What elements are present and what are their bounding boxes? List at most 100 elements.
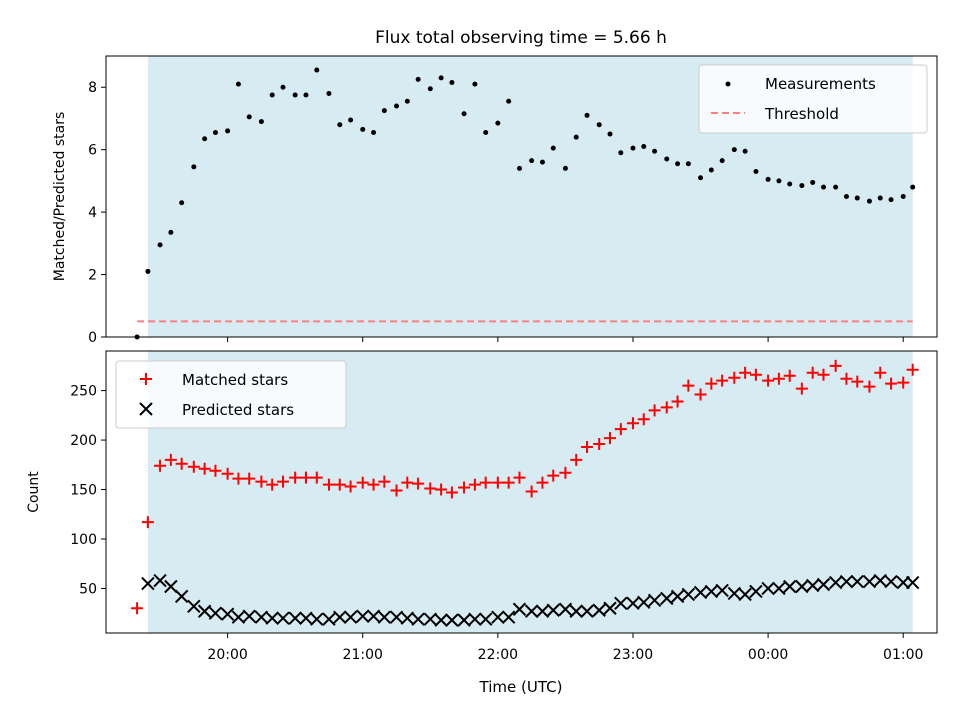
top-ytick-label: 4 [88, 205, 97, 221]
matched-star-point [344, 480, 357, 493]
measurement-point [810, 179, 816, 185]
matched-star-point [863, 380, 876, 393]
predicted-star-point [816, 577, 831, 592]
predicted-star-point [603, 601, 617, 615]
matched-star-point [840, 372, 853, 385]
predicted-star-point [637, 595, 651, 610]
predicted-star-point [299, 611, 313, 625]
predicted-star-point [153, 573, 167, 588]
matched-star-point [164, 453, 177, 466]
matched-star-point [906, 363, 919, 376]
matched-star-point [232, 472, 245, 485]
measurement-point [833, 184, 839, 190]
x-tick-label: 00:00 [748, 647, 788, 663]
predicted-star-point [254, 610, 269, 624]
matched-star-point [289, 471, 302, 484]
matched-star-point [682, 379, 695, 392]
matched-star-point [671, 395, 684, 408]
bottom-ytick-label: 200 [70, 433, 97, 449]
predicted-star-point [377, 610, 392, 624]
bottom-ytick-label: 250 [70, 384, 97, 400]
bottom-y-axis: 50 100 150 200 250 [70, 384, 106, 597]
x-tick-label: 20:00 [207, 647, 247, 663]
predicted-star-point [400, 611, 415, 625]
matched-star-point [817, 368, 830, 381]
bottom-x-axis: 20:00 21:00 22:00 23:00 00:00 01:00 [207, 633, 923, 663]
predicted-star-point [569, 604, 583, 618]
measurement-point [225, 128, 231, 134]
matched-star-point [299, 471, 312, 484]
predicted-star-point [738, 587, 752, 602]
measurement-point [630, 145, 636, 151]
matched-star-point [593, 438, 606, 451]
bottom-ytick-label: 150 [70, 483, 97, 499]
predicted-star-point [862, 574, 877, 589]
predicted-star-point [220, 607, 235, 621]
measurement-point [472, 81, 478, 87]
measurement-point [664, 156, 670, 162]
predicted-star-point [276, 611, 290, 625]
predicted-star-point [356, 609, 370, 623]
predicted-star-point [873, 573, 887, 588]
measurement-point [348, 117, 354, 123]
measurement-point [212, 129, 218, 135]
predicted-star-point [772, 581, 786, 596]
predicted-star-point [501, 610, 516, 624]
predicted-star-point [389, 610, 404, 624]
predicted-star-point [457, 613, 471, 627]
matched-star-point [479, 476, 492, 489]
predicted-star-point [288, 611, 302, 625]
measurement-point [394, 103, 400, 109]
matched-star-point [626, 417, 639, 430]
measurement-point [731, 147, 737, 153]
predicted-star-point [828, 575, 843, 590]
matched-star-point [502, 476, 515, 489]
measurement-point [641, 144, 647, 150]
matched-star-point [806, 366, 819, 379]
measurement-point [280, 84, 286, 90]
measurement-point [910, 184, 916, 190]
matched-star-point [762, 374, 775, 387]
matched-star-point [885, 377, 898, 390]
predicted-star-point [805, 578, 820, 593]
measurement-point [888, 197, 894, 203]
bottom-plot-frame [105, 350, 938, 634]
matched-star-point [559, 466, 572, 479]
matched-star-point [458, 481, 471, 494]
matched-star-point [705, 377, 718, 390]
matched-star-point [874, 366, 887, 379]
matched-star-point [255, 475, 268, 488]
matched-star-point [694, 388, 707, 401]
measurement-point [698, 175, 704, 181]
matched-star-point [716, 374, 729, 387]
matched-star-point [356, 476, 369, 489]
measurement-point [168, 229, 174, 235]
measurement-point [179, 200, 185, 206]
measurement-point [157, 242, 163, 248]
predicted-star-point [558, 602, 573, 616]
measurement-point [573, 134, 579, 140]
predicted-star-point [343, 610, 358, 624]
predicted-star-point [445, 613, 459, 627]
predicted-star-point [366, 609, 381, 623]
matched-star-point [728, 371, 741, 384]
predicted-star-point [670, 589, 685, 604]
predicted-star-point [850, 574, 864, 589]
predicted-star-point [322, 612, 336, 626]
top-ytick-label: 0 [88, 330, 97, 346]
matched-star-point [424, 482, 437, 495]
matched-star-point [367, 478, 380, 491]
measurement-point [381, 108, 387, 114]
matched-star-point [772, 372, 785, 385]
matched-star-point [209, 464, 222, 477]
matched-star-point [648, 404, 661, 417]
predicted-star-point [660, 591, 674, 606]
measurement-point [596, 122, 602, 128]
measurement-point [303, 92, 309, 98]
measurement-point [562, 165, 568, 171]
matched-star-point [221, 467, 234, 480]
predicted-star-point [174, 589, 189, 604]
matched-star-point [491, 476, 504, 489]
measurement-point [787, 181, 793, 187]
measurement-point [516, 165, 522, 171]
